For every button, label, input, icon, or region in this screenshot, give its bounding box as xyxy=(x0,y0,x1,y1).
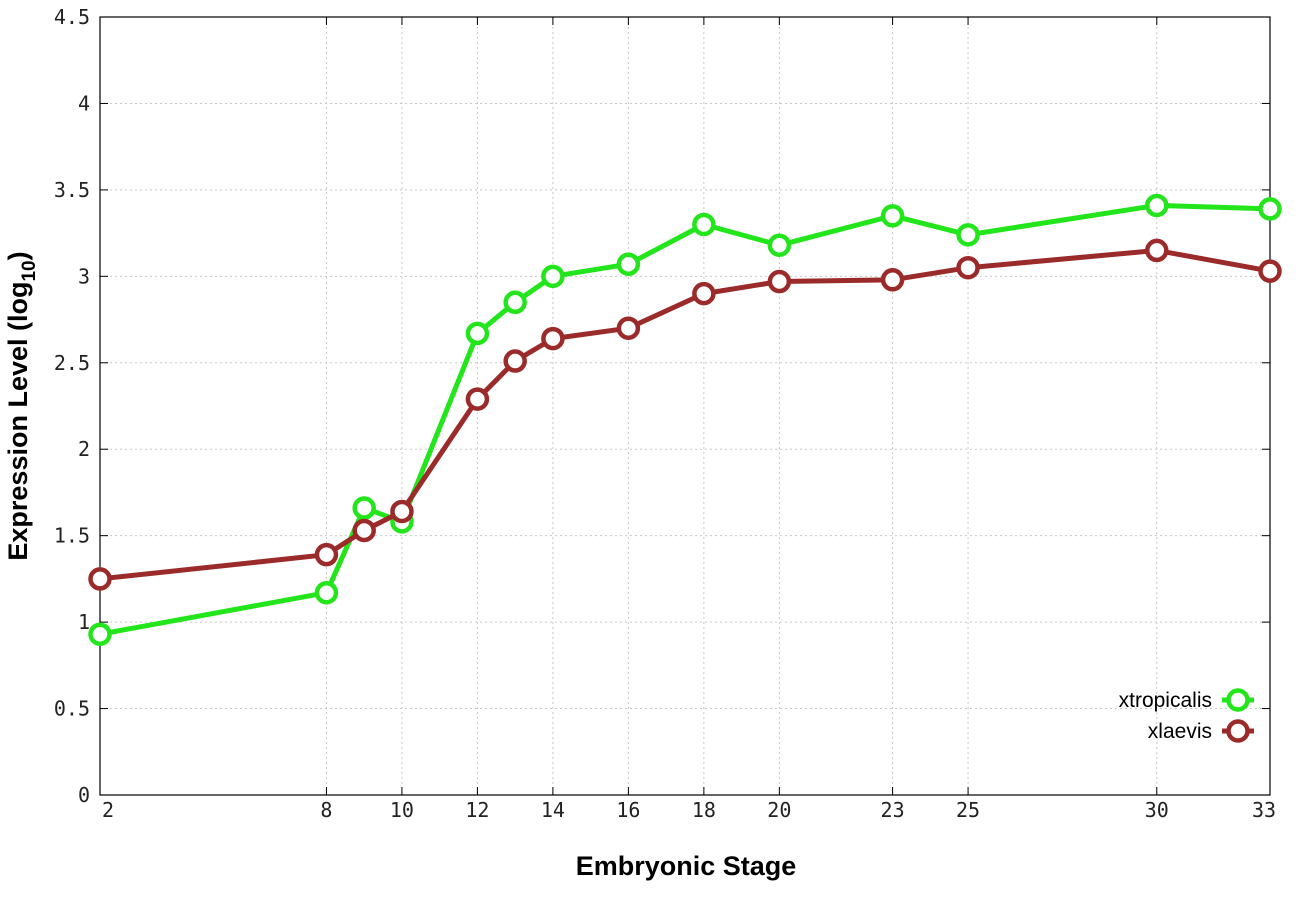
data-point-xlaevis xyxy=(767,269,792,294)
data-point-xtropicalis xyxy=(616,252,641,276)
data-point-xtropicalis xyxy=(503,290,527,315)
y-axis-title-main: Expression Level (log xyxy=(3,282,33,561)
x-tick-label: 2 xyxy=(102,798,114,822)
x-tick-label: 23 xyxy=(881,798,905,822)
x-tick-label: 33 xyxy=(1252,798,1276,822)
data-point-xlaevis xyxy=(88,567,112,591)
data-point-xtropicalis xyxy=(465,321,490,346)
y-tick-label: 2.5 xyxy=(54,351,90,375)
legend: xtropicalis xlaevis xyxy=(1119,688,1254,743)
data-point-xtropicalis xyxy=(88,622,112,646)
plot-frame xyxy=(99,16,1271,796)
data-point-xlaevis xyxy=(1145,238,1169,263)
x-tick-label: 25 xyxy=(956,798,980,822)
x-tick-label: 8 xyxy=(320,798,332,822)
data-point-xtropicalis xyxy=(880,204,905,228)
data-point-xlaevis xyxy=(1258,259,1282,283)
series-xlaevis xyxy=(88,238,1282,591)
y-tick-label: 1.5 xyxy=(54,524,90,548)
data-point-xtropicalis xyxy=(767,233,792,257)
series-line-xtropicalis xyxy=(99,202,1271,637)
data-point-xlaevis xyxy=(616,316,641,340)
data-point-xtropicalis xyxy=(541,264,565,289)
x-tick-label: 10 xyxy=(390,798,414,822)
data-point-xlaevis xyxy=(541,326,565,351)
x-tick-label: 12 xyxy=(465,798,489,822)
legend-marker-xlaevis xyxy=(1226,719,1250,743)
x-tick-label: 18 xyxy=(692,798,716,822)
series-layer xyxy=(88,193,1282,646)
data-point-xlaevis xyxy=(314,542,339,567)
data-point-xtropicalis xyxy=(352,496,376,520)
data-point-xlaevis xyxy=(880,268,905,292)
y-axis-title-close: ) xyxy=(3,251,33,260)
data-point-xlaevis xyxy=(956,255,980,280)
axis-ticks: 0 0.5 1 1.5 2 2.5 3 3.5 4 4.5 2 8 10 12 14 16 18 20 23 25 30… xyxy=(54,5,1276,822)
y-axis-title-subscript: 10 xyxy=(19,260,40,281)
y-tick-label: 1 xyxy=(78,610,90,634)
series-xtropicalis xyxy=(88,193,1282,646)
legend-marker-xtropicalis xyxy=(1226,688,1250,712)
data-point-xlaevis xyxy=(465,387,490,411)
grid xyxy=(100,17,1270,795)
y-tick-label: 0 xyxy=(78,783,90,807)
y-tick-label: 3 xyxy=(78,264,90,288)
x-axis-title: Embryonic Stage xyxy=(576,851,797,881)
data-point-xlaevis xyxy=(390,499,414,524)
data-point-xlaevis xyxy=(352,518,376,543)
legend-label-xtropicalis: xtropicalis xyxy=(1119,689,1212,712)
series-line-xlaevis xyxy=(99,247,1271,582)
legend-label-xlaevis: xlaevis xyxy=(1148,720,1212,743)
y-tick-label: 0.5 xyxy=(54,697,90,721)
data-point-xtropicalis xyxy=(314,580,339,605)
y-tick-label: 2 xyxy=(78,437,90,461)
y-tick-label: 3.5 xyxy=(54,178,90,202)
x-tick-label: 16 xyxy=(616,798,640,822)
data-point-xtropicalis xyxy=(1258,197,1282,221)
data-point-xtropicalis xyxy=(956,223,980,247)
data-point-xtropicalis xyxy=(1145,193,1169,218)
data-point-xtropicalis xyxy=(692,212,716,237)
data-point-xlaevis xyxy=(692,281,716,306)
x-tick-label: 20 xyxy=(767,798,791,822)
x-tick-label: 30 xyxy=(1145,798,1169,822)
data-point-xlaevis xyxy=(503,349,527,373)
y-tick-label: 4 xyxy=(78,91,90,115)
y-tick-label: 4.5 xyxy=(54,5,90,29)
y-axis-title: Expression Level (log10) xyxy=(3,251,40,560)
x-tick-label: 14 xyxy=(541,798,565,822)
